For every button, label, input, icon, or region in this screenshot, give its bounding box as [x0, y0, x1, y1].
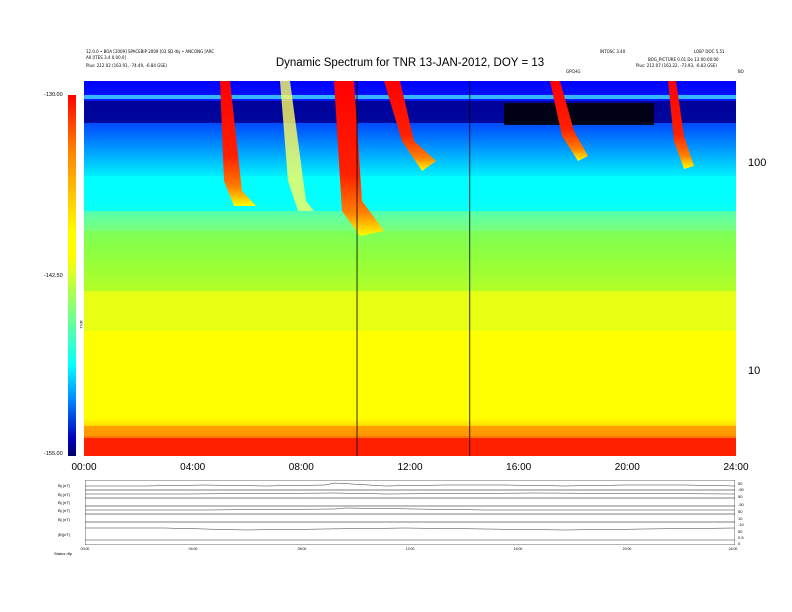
colorbar-top-label: -130.00 [44, 92, 63, 98]
spectrogram-plot [84, 81, 736, 456]
upper-band-dark-right [504, 103, 654, 125]
orange-floor [84, 426, 736, 438]
yellow-tone-band [84, 291, 736, 331]
x-tick-label: 04:00 [180, 462, 206, 473]
lower-right-label: 0 [738, 541, 741, 546]
header-marker: GPCHG [566, 69, 581, 74]
burst-4 [384, 81, 436, 171]
x-tick-label: 24:00 [723, 462, 749, 473]
lower-label: Bj (nT) [58, 517, 70, 522]
lower-right-label: -50 [738, 487, 744, 492]
lower-right-label: 0.5 [738, 535, 744, 540]
colorbar-bottom-label: -155.00 [44, 451, 63, 457]
burst-2 [280, 81, 314, 211]
chart-title: Dynamic Spectrum for TNR 13-JAN-2012, DO… [275, 57, 545, 69]
cyan-band [84, 176, 736, 211]
lower-label: |B|(nT) [58, 532, 71, 537]
status-label: Status dfp [54, 551, 73, 556]
x-tick-label: 16:00 [506, 462, 532, 473]
b-trace-1 [85, 482, 735, 487]
header-info-line3: Plus: 212.02 (163.91, -74.49, -6.84 GSE) [86, 63, 167, 68]
x-tick-label: 08:00 [288, 462, 314, 473]
magnetometer-panel [85, 480, 735, 545]
header-info-line4: INTOSC 3.40 [600, 49, 626, 54]
lower-x-label: 20:00 [622, 547, 632, 551]
lower-label: Bj (nT) [58, 508, 70, 513]
burst-6 [668, 81, 694, 169]
lower-x-label: 24:00 [728, 547, 738, 551]
header-info-line7: Plus: 212.07 (163.22, -73.93, -6.83 GSE) [636, 63, 717, 68]
b-trace-3 [85, 507, 735, 511]
burst-3 [334, 81, 384, 236]
lower-right-label: 50 [738, 509, 743, 514]
header-info-line6: BOG_PICTURE 0.01 Do 13 00:00:00 [648, 57, 719, 62]
red-floor [84, 436, 736, 456]
lower-right-label: 50 [738, 529, 743, 534]
b-trace-2 [85, 492, 735, 495]
x-tick-label: 20:00 [614, 462, 640, 473]
header-info-line5: LOB? DOC 5.51 [694, 49, 725, 54]
colorbar [68, 95, 76, 456]
lower-label: Bj (nT) [58, 500, 70, 505]
lower-right-label: -10 [738, 522, 744, 527]
lower-x-label: 16:00 [513, 547, 523, 551]
lower-right-label: 50 [738, 494, 743, 499]
cyan-line-top [84, 95, 736, 99]
lower-x-label: 08:00 [297, 547, 307, 551]
y-tick-label-100: 100 [748, 157, 767, 169]
burst-5 [550, 81, 588, 161]
lower-right-label: 50 [738, 481, 743, 486]
lower-label: Bj (nT) [58, 483, 70, 488]
lower-x-label: 00:00 [80, 547, 90, 551]
b-trace-4 [85, 527, 735, 531]
lower-right-label: 10 [738, 516, 743, 521]
header-info-line2: A0 [ITES 3.4 0.00.0] [86, 55, 126, 60]
colorbar-mid-label: -142.50 [44, 273, 63, 279]
header-info-line1: 12.0.0 • BOA [2009] SPACEBIP 2009 [03 SD… [86, 49, 215, 54]
colorbar-units: TNR [78, 320, 84, 329]
x-tick-label: 12:00 [397, 462, 423, 473]
green-band [84, 231, 736, 291]
x-tick-label: 00:00 [71, 462, 97, 473]
lower-x-label: 04:00 [188, 547, 198, 551]
burst-1 [220, 81, 256, 206]
header-marker-right: BO [738, 69, 744, 74]
lower-label: Bj (nT) [58, 492, 70, 497]
lower-x-label: 12:00 [405, 547, 415, 551]
y-tick-label-10: 10 [748, 365, 761, 377]
lower-right-label: -50 [738, 502, 744, 507]
